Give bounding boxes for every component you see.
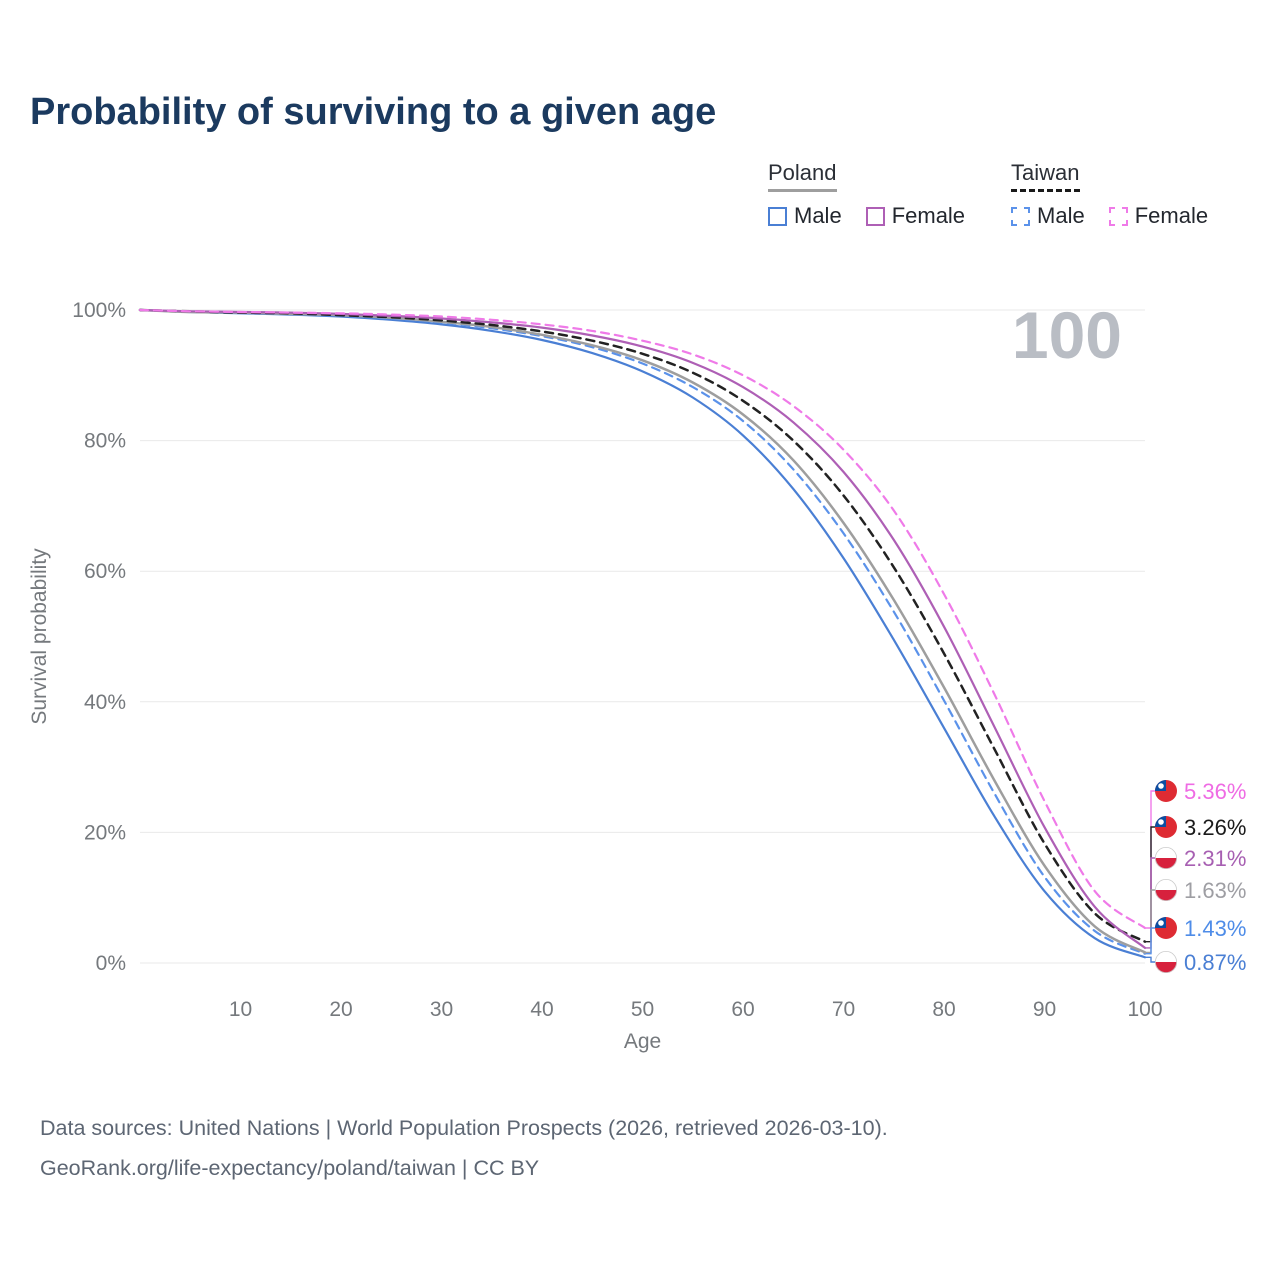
taiwan-male-label: Male <box>1037 203 1085 228</box>
taiwan-female-swatch-icon <box>1108 206 1128 226</box>
taiwan-female-label: Female <box>1134 203 1209 228</box>
poland-flag-icon <box>1155 847 1178 870</box>
end-label-leader-taiwan-male <box>1146 927 1155 955</box>
poland-male-swatch-icon <box>768 206 787 226</box>
y-tick-label: 20% <box>84 821 126 844</box>
curve-poland-female[interactable] <box>138 308 1147 949</box>
end-label-taiwan-male: 1.43% <box>1184 916 1246 941</box>
poland-female-swatch-icon <box>865 206 885 226</box>
y-tick-label: 80% <box>84 430 126 453</box>
x-axis-title: Age <box>624 1030 661 1053</box>
poland-flag-icon <box>1155 951 1178 974</box>
legend-poland-items: Male Female <box>768 203 965 229</box>
x-tick-label: 20 <box>329 998 352 1021</box>
legend-poland-toggle[interactable]: Poland <box>768 160 837 192</box>
poland-male-label: Male <box>794 203 842 228</box>
taiwan-flag-icon <box>1155 917 1177 939</box>
x-tick-label: 10 <box>229 998 252 1021</box>
curve-taiwan-female[interactable] <box>138 308 1147 930</box>
legend-taiwan-items: Male Female <box>1011 203 1208 229</box>
end-label-poland-female: 2.31% <box>1184 846 1246 871</box>
y-tick-label: 60% <box>84 560 126 583</box>
curve-taiwan-total[interactable] <box>138 308 1147 943</box>
legend: Poland Male Female Taiwan Male Female <box>768 160 1208 229</box>
data-sources-text: Data sources: United Nations | World Pop… <box>40 1116 888 1140</box>
end-label-poland-male: 0.87% <box>1184 950 1246 975</box>
legend-item-poland-female[interactable]: Female <box>865 203 966 229</box>
footer: Data sources: United Nations | World Pop… <box>40 1108 888 1188</box>
x-tick-label: 50 <box>631 998 654 1021</box>
taiwan-flag-icon <box>1155 816 1177 838</box>
x-tick-label: 80 <box>932 998 955 1021</box>
end-label-poland-total: 1.63% <box>1184 878 1246 903</box>
curve-poland-male[interactable] <box>138 308 1147 959</box>
curve-poland-total[interactable] <box>138 308 1147 954</box>
x-tick-label: 90 <box>1033 998 1056 1021</box>
x-tick-label: 40 <box>530 998 553 1021</box>
legend-group-poland: Poland Male Female <box>768 160 965 229</box>
page-title: Probability of surviving to a given age <box>30 91 717 133</box>
y-tick-label: 100% <box>72 299 126 322</box>
end-label-leader-poland-male <box>1146 956 1155 963</box>
y-tick-label: 0% <box>96 952 126 975</box>
taiwan-male-swatch-icon <box>1011 206 1031 226</box>
curve-taiwan-male[interactable] <box>138 308 1147 955</box>
legend-item-taiwan-female[interactable]: Female <box>1108 203 1209 229</box>
taiwan-flag-icon <box>1155 780 1177 802</box>
poland-flag-icon <box>1155 879 1178 902</box>
end-label-leader-poland-total <box>1146 889 1155 954</box>
hover-age-watermark: 100 <box>1012 298 1122 372</box>
y-axis-title: Survival probability <box>28 548 51 725</box>
poland-female-label: Female <box>891 203 966 228</box>
legend-group-taiwan: Taiwan Male Female <box>1011 160 1208 229</box>
legend-item-poland-male[interactable]: Male <box>768 203 842 229</box>
x-tick-label: 100 <box>1127 998 1162 1021</box>
y-tick-label: 40% <box>84 691 126 714</box>
x-tick-label: 60 <box>731 998 754 1021</box>
x-tick-label: 30 <box>430 998 453 1021</box>
attribution-text: GeoRank.org/life-expectancy/poland/taiwa… <box>40 1156 540 1180</box>
legend-item-taiwan-male[interactable]: Male <box>1011 203 1085 229</box>
end-label-taiwan-female: 5.36% <box>1184 779 1246 804</box>
x-tick-label: 70 <box>832 998 855 1021</box>
end-label-taiwan-total: 3.26% <box>1184 815 1246 840</box>
legend-taiwan-toggle[interactable]: Taiwan <box>1011 160 1080 192</box>
